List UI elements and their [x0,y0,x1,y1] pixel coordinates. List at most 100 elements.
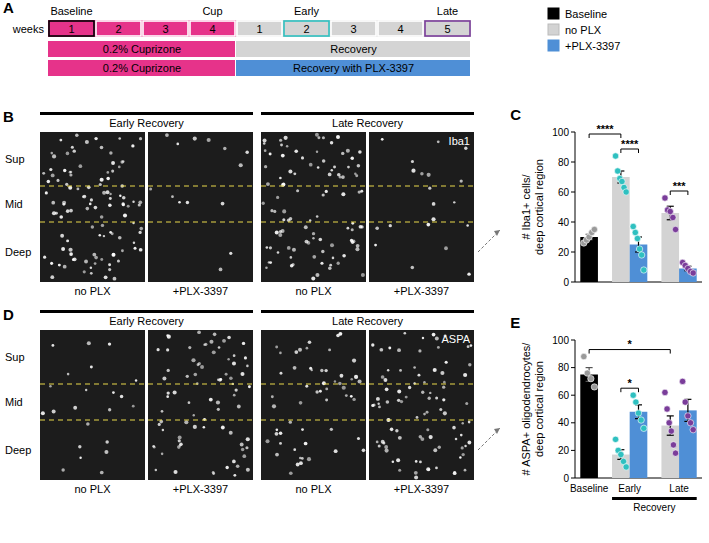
cell [103,235,105,237]
significance-bracket [589,350,670,354]
cell [84,260,88,264]
data-point [685,413,691,419]
cell [101,224,104,227]
cell [193,425,197,429]
cell [167,369,170,372]
layer-boundary [369,185,474,186]
cell [207,138,211,142]
cell [356,244,360,248]
cell [162,429,164,431]
cell [139,227,143,231]
data-point [612,436,618,442]
cell [263,138,267,142]
data-point [670,214,676,220]
cell [79,457,81,459]
week-box [377,20,424,37]
cell [108,203,112,207]
cell [290,256,293,259]
significance-label: **** [621,138,639,150]
cell [292,248,296,252]
cell [90,272,93,275]
cell [99,234,102,237]
data-point [672,226,678,232]
cell [337,262,340,265]
cell [173,470,177,474]
cell [52,410,56,414]
time-label: Early [294,5,320,17]
panel-letter: D [3,306,14,323]
y-axis-title: # ASPA+ oligodendrocytes/ [520,342,532,476]
plot-area [580,353,696,478]
legend-label: no PLX [565,24,602,36]
cell [378,405,381,408]
cell [389,224,392,227]
cell [387,369,389,371]
cell [461,422,463,424]
week-border [49,21,94,36]
cell [155,469,157,471]
cell [45,191,48,194]
week-number: 1 [68,23,74,35]
cell [178,436,182,440]
cell [341,175,345,179]
cell [188,346,191,349]
cell [132,201,134,203]
cell [237,405,241,409]
cell [229,431,233,435]
cell [100,146,104,150]
arrowhead [494,428,500,434]
cell [266,246,269,249]
cell [58,264,61,267]
cell [149,187,152,190]
cell [468,363,471,366]
cell [396,458,400,462]
data-point [662,195,668,201]
cell [178,201,181,204]
arrowhead [494,230,500,236]
cell [433,368,437,372]
cell [73,257,77,261]
cell [239,163,243,167]
layer-boundary [148,221,253,222]
cell [439,408,442,411]
cell [305,385,308,388]
time-label: Late [437,5,458,17]
cell [346,149,350,153]
cell [178,439,181,442]
cell [423,413,426,416]
significance-bracket [621,149,639,153]
y-tick [571,395,575,396]
cell [213,333,217,337]
cell [66,239,69,242]
cell [83,195,86,198]
week-box [424,20,471,37]
cell [223,147,226,150]
cell [317,166,320,169]
panel-letter: E [510,314,520,331]
cell [184,420,188,424]
cell [320,369,323,372]
y-tick [571,222,575,223]
cell [466,224,469,227]
week-number: 5 [444,23,450,35]
panel-letter: B [3,108,14,125]
bar [612,177,630,282]
stain-label: Iba1 [449,135,470,147]
cell [301,428,304,431]
cell [426,223,430,227]
cell [277,251,280,254]
arrow [478,428,500,450]
cell [347,166,350,169]
cell [299,401,303,405]
cell [69,171,72,174]
cell [371,343,374,346]
cell [411,160,414,163]
cell [263,142,266,145]
cell [422,337,424,339]
cell [89,203,92,206]
cell [428,397,431,400]
cell [270,209,273,212]
cell [445,361,448,364]
cell [426,411,429,414]
column-header: Late Recovery [332,315,403,327]
